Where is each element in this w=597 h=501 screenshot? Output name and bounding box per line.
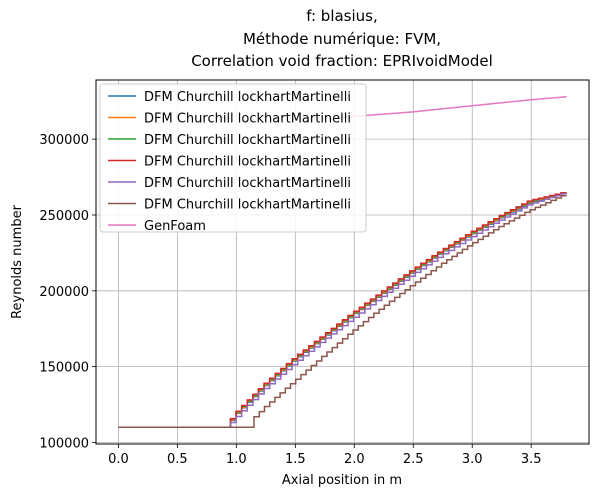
series-line-5 bbox=[118, 193, 567, 429]
x-axis-label: Axial position in m bbox=[282, 473, 402, 488]
series-line-6 bbox=[118, 194, 567, 429]
y-axis-label: Reynolds number bbox=[10, 204, 25, 318]
y-tick-label: 150000 bbox=[39, 361, 89, 376]
title-line-1: f: blasius, bbox=[306, 7, 378, 25]
plot-frame bbox=[95, 79, 590, 445]
x-tick-label: 2.5 bbox=[403, 452, 424, 467]
x-tick-label: 0.0 bbox=[108, 452, 129, 467]
x-tick-label: 3.5 bbox=[521, 452, 542, 467]
y-axis: 100000 150000 200000 250000 300000 bbox=[39, 133, 96, 451]
x-axis: 0.0 0.5 1.0 1.5 2.0 2.5 3.0 3.5 bbox=[108, 444, 542, 467]
legend-label: DFM Churchill lockhartMartinelli bbox=[144, 133, 351, 148]
series-layer bbox=[118, 95, 567, 429]
legend-label: DFM Churchill lockhartMartinelli bbox=[144, 155, 351, 170]
legend-label: DFM Churchill lockhartMartinelli bbox=[144, 176, 351, 191]
y-tick-label: 200000 bbox=[39, 285, 89, 300]
x-tick-label: 1.0 bbox=[226, 452, 247, 467]
chart-title: f: blasius, Méthode numérique: FVM, Corr… bbox=[191, 7, 493, 70]
legend-label: DFM Churchill lockhartMartinelli bbox=[144, 90, 351, 105]
x-tick-label: 0.5 bbox=[167, 452, 188, 467]
y-tick-label: 100000 bbox=[39, 436, 89, 451]
series-line-4 bbox=[118, 192, 567, 429]
legend-label: GenFoam bbox=[144, 219, 206, 234]
y-tick-label: 250000 bbox=[39, 209, 89, 224]
series-line-1 bbox=[118, 192, 567, 429]
legend-box bbox=[99, 83, 367, 233]
legend: DFM Churchill lockhartMartinelli DFM Chur… bbox=[99, 83, 367, 234]
x-tick-label: 1.5 bbox=[285, 452, 306, 467]
legend-label: DFM Churchill lockhartMartinelli bbox=[144, 198, 351, 213]
title-line-3: Correlation void fraction: EPRIvoidModel bbox=[191, 52, 493, 70]
y-tick-label: 300000 bbox=[39, 133, 89, 148]
legend-label: DFM Churchill lockhartMartinelli bbox=[144, 112, 351, 127]
x-tick-label: 3.0 bbox=[462, 452, 483, 467]
title-line-2: Méthode numérique: FVM, bbox=[243, 30, 441, 48]
x-tick-label: 2.0 bbox=[344, 452, 365, 467]
